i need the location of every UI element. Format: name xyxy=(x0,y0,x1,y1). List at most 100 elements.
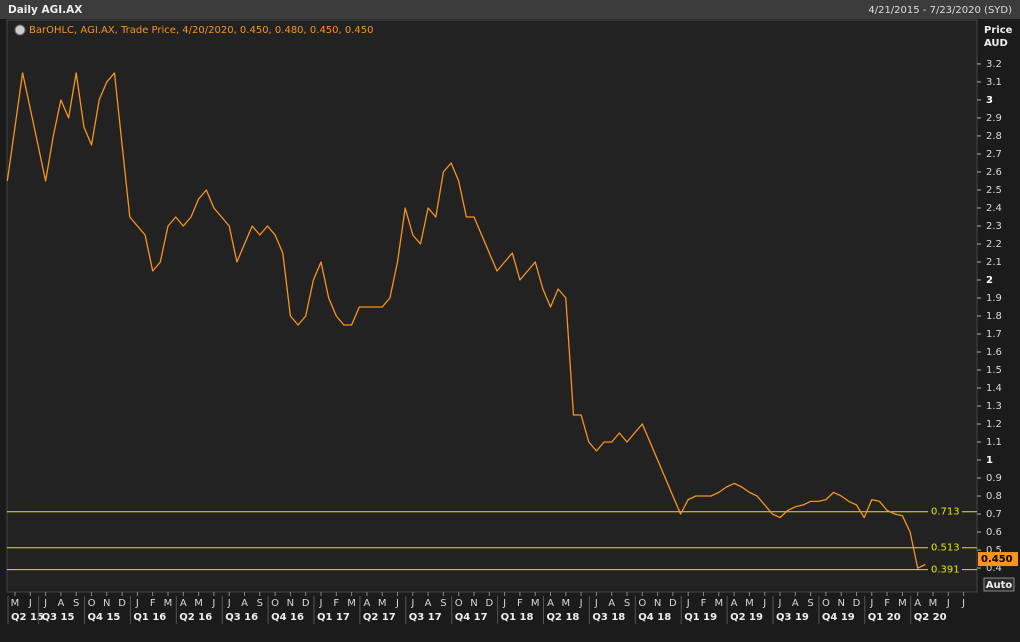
quarter-label: Q2 18 xyxy=(547,612,580,623)
level-label-bg xyxy=(928,505,962,518)
quarter-label: Q2 17 xyxy=(363,612,396,623)
x-tick-label: N xyxy=(837,598,844,609)
auto-button-label[interactable]: Auto xyxy=(986,580,1013,591)
y-tick-label: 0.6 xyxy=(986,527,1002,538)
quarter-label: Q2 16 xyxy=(179,612,212,623)
x-tick-label: M xyxy=(745,598,754,609)
x-tick-label: D xyxy=(669,598,677,609)
quarter-label: Q3 15 xyxy=(42,612,75,623)
quarter-label: Q3 17 xyxy=(409,612,442,623)
x-tick-label: S xyxy=(73,598,79,609)
x-tick-label: O xyxy=(271,598,279,609)
quarter-label: Q4 16 xyxy=(271,612,304,623)
quarter-label: Q4 19 xyxy=(822,612,855,623)
x-tick-label: N xyxy=(287,598,294,609)
x-tick-label: J xyxy=(227,598,231,609)
y-tick-label: 2.1 xyxy=(986,257,1002,268)
y-tick-label: 2.5 xyxy=(986,185,1002,196)
y-tick-label: 0.4 xyxy=(986,563,1002,574)
x-tick-label: F xyxy=(517,598,523,609)
y-tick-label: 1.8 xyxy=(986,311,1002,322)
quarter-label: Q2 19 xyxy=(730,612,763,623)
quarter-label: Q2 15 xyxy=(11,612,44,623)
x-tick-label: S xyxy=(440,598,446,609)
x-tick-label: J xyxy=(395,598,399,609)
x-tick-label: S xyxy=(624,598,630,609)
x-tick-label: J xyxy=(594,598,598,609)
x-tick-label: J xyxy=(762,598,766,609)
last-price-label: 0.450 xyxy=(981,554,1013,565)
x-tick-label: O xyxy=(455,598,463,609)
quarter-label: Q1 19 xyxy=(684,612,717,623)
y-axis-unit: AUD xyxy=(984,38,1008,49)
x-tick-label: M xyxy=(194,598,203,609)
x-tick-label: D xyxy=(853,598,861,609)
quarter-label: Q1 17 xyxy=(317,612,350,623)
y-tick-label: 2.7 xyxy=(986,149,1002,160)
legend-text: BarOHLC, AGI.AX, Trade Price, 4/20/2020,… xyxy=(29,25,374,36)
x-tick-label: F xyxy=(333,598,339,609)
x-tick-label: A xyxy=(180,598,187,609)
chart-title: Daily AGI.AX xyxy=(8,4,82,16)
price-line xyxy=(6,72,926,569)
y-tick-label: 2 xyxy=(986,275,993,286)
x-tick-label: D xyxy=(485,598,493,609)
x-tick-label: J xyxy=(135,598,139,609)
x-tick-label: O xyxy=(822,598,830,609)
x-tick-label: N xyxy=(103,598,110,609)
auto-button[interactable] xyxy=(983,577,1015,592)
title-bar xyxy=(0,0,1020,19)
y-tick-label: 0.8 xyxy=(986,491,1002,502)
level-label-bg xyxy=(928,563,962,576)
x-tick-label: J xyxy=(778,598,782,609)
x-tick-label: A xyxy=(608,598,615,609)
y-tick-label: 1.6 xyxy=(986,347,1002,358)
level-label: 0.713 xyxy=(931,507,960,518)
x-tick-label: J xyxy=(410,598,414,609)
y-tick-label: 1.7 xyxy=(986,329,1002,340)
quarter-label: Q1 16 xyxy=(133,612,166,623)
x-tick-label: M xyxy=(714,598,723,609)
x-tick-label: M xyxy=(347,598,356,609)
x-tick-label: A xyxy=(241,598,248,609)
x-tick-label: A xyxy=(914,598,921,609)
y-tick-label: 1.4 xyxy=(986,383,1002,394)
y-tick-label: 2.8 xyxy=(986,131,1002,142)
quarter-label: Q1 20 xyxy=(868,612,901,623)
y-tick-label: 1.9 xyxy=(986,293,1002,304)
y-tick-label: 2.4 xyxy=(986,203,1002,214)
x-tick-label: A xyxy=(425,598,432,609)
quarter-label: Q3 19 xyxy=(776,612,809,623)
y-tick-label: 1.2 xyxy=(986,419,1002,430)
legend-icon xyxy=(14,24,26,36)
x-tick-label: F xyxy=(884,598,890,609)
x-tick-label: N xyxy=(470,598,477,609)
x-tick-label: A xyxy=(57,598,64,609)
x-tick-label: A xyxy=(547,598,554,609)
x-tick-label: A xyxy=(363,598,370,609)
x-tick-label: M xyxy=(378,598,387,609)
x-tick-label: A xyxy=(731,598,738,609)
x-tick-label: O xyxy=(638,598,646,609)
y-tick-label: 3.1 xyxy=(986,77,1002,88)
x-tick-label: J xyxy=(211,598,215,609)
y-tick-label: 0.9 xyxy=(986,473,1002,484)
level-label: 0.513 xyxy=(931,543,960,554)
y-tick-label: 3.2 xyxy=(986,59,1002,70)
x-tick-label: M xyxy=(11,598,20,609)
x-tick-label: M xyxy=(898,598,907,609)
x-tick-label: S xyxy=(257,598,263,609)
x-tick-label: A xyxy=(792,598,799,609)
x-tick-label: O xyxy=(88,598,96,609)
x-tick-label: M xyxy=(561,598,570,609)
y-tick-label: 1.3 xyxy=(986,401,1002,412)
level-label-bg xyxy=(928,541,962,554)
quarter-label: Q2 20 xyxy=(914,612,947,623)
y-tick-label: 2.2 xyxy=(986,239,1002,250)
x-tick-label: J xyxy=(946,598,950,609)
x-tick-label: M xyxy=(531,598,540,609)
y-tick-label: 1 xyxy=(986,455,993,466)
x-tick-label: J xyxy=(961,598,965,609)
y-tick-label: 1.1 xyxy=(986,437,1002,448)
y-tick-label: 3 xyxy=(986,95,993,106)
